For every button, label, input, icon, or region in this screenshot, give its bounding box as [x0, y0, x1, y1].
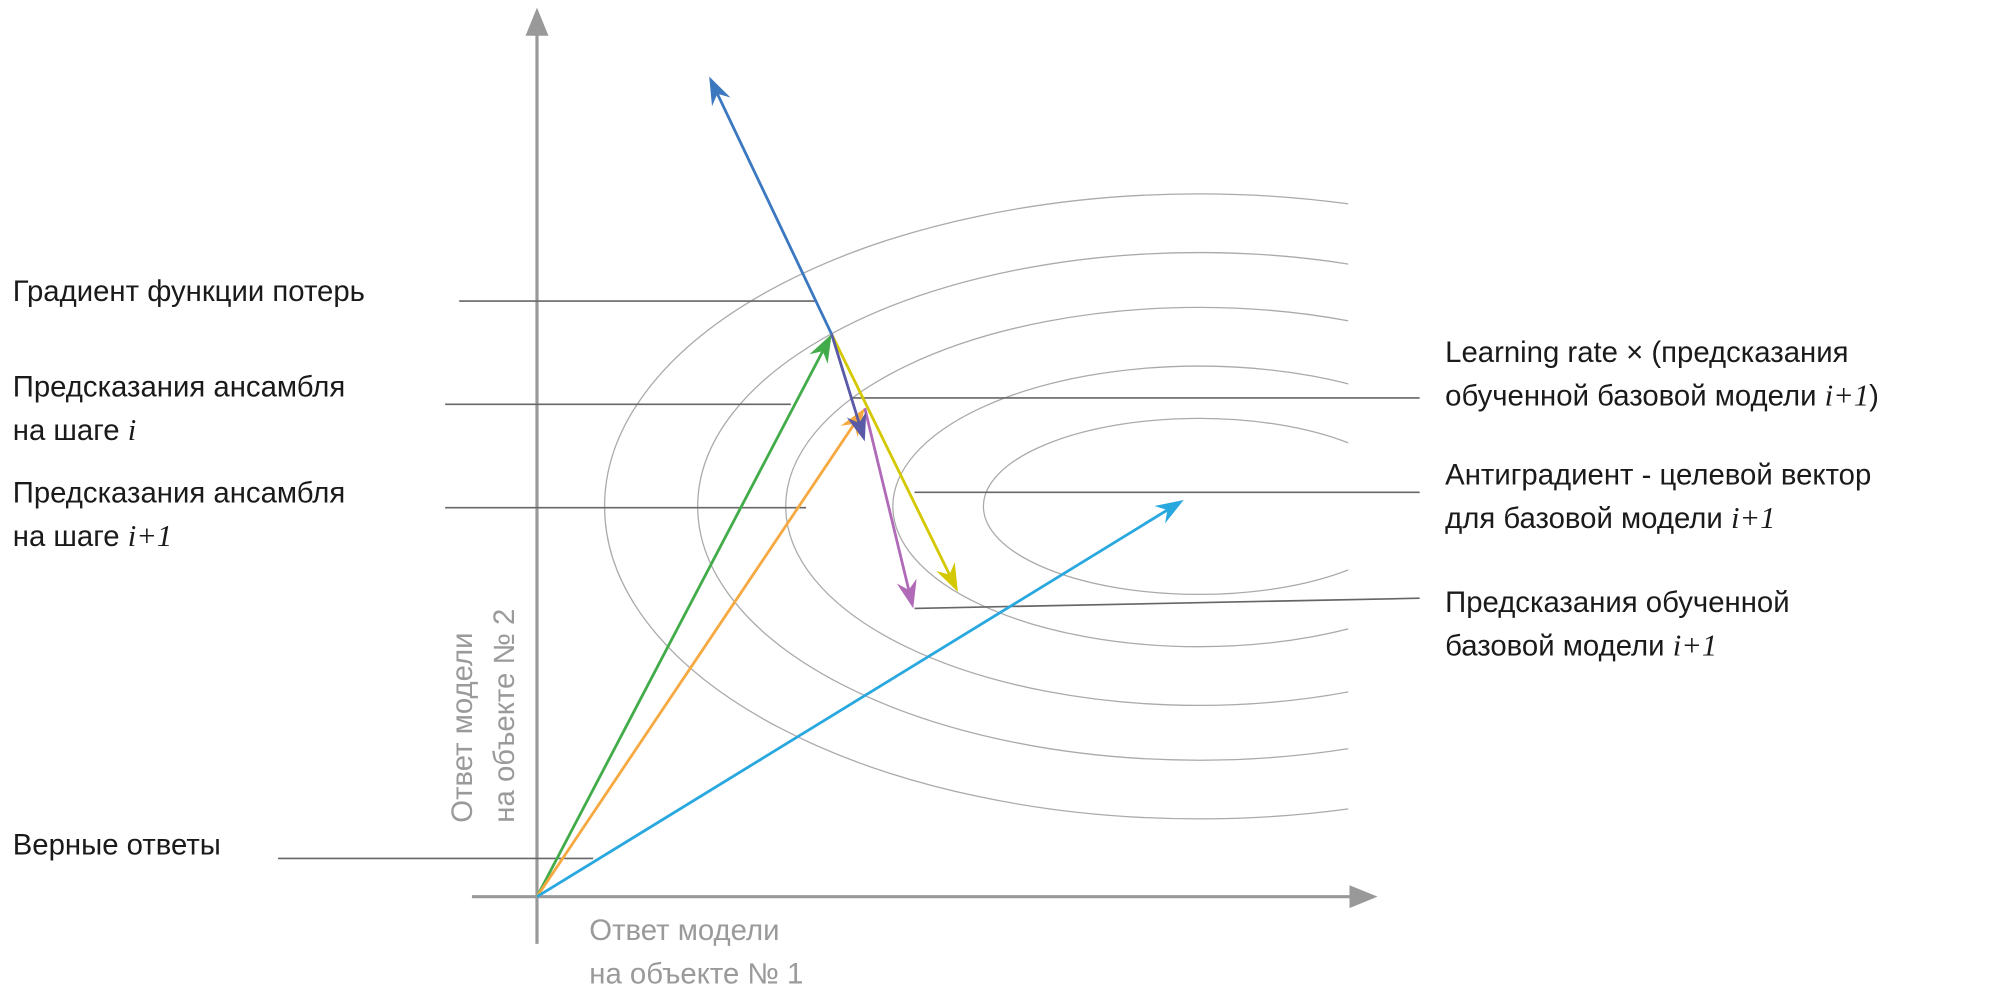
y-axis-label: Ответ модели на объекте № 2: [446, 609, 521, 823]
contour-1: [982, 417, 1349, 595]
contour-2: [892, 365, 1349, 648]
label-base-pred-line2: базовой модели i+1: [1445, 629, 1717, 663]
contour-3: [785, 306, 1349, 706]
yellow-vector-arrowhead-icon: [936, 562, 958, 592]
leader-lines: [278, 300, 1420, 860]
label-antigradient-line2: для базовой модели i+1: [1445, 501, 1775, 535]
label-ensemble-i1-line2: на шаге i+1: [13, 519, 172, 553]
label-ensemble-i1-line1: Предсказания ансамбля: [13, 477, 345, 510]
label-antigradient-line1: Антиградиент - целевой вектор: [1445, 459, 1871, 492]
yellow-vector: [830, 333, 951, 576]
leader-base-pred: [914, 597, 1420, 610]
y-axis-label-line1: Ответ модели: [446, 633, 479, 823]
base-pred-vector-arrowhead-icon: [896, 578, 917, 609]
label-gradient: Градиент функции потерь: [13, 275, 365, 308]
x-axis-arrow-icon: [1349, 885, 1378, 909]
ensemble-i-vector-arrowhead-icon: [809, 334, 832, 364]
x-axis-label-line2: на объекте № 1: [589, 957, 803, 990]
label-learning-rate-line1: Learning rate × (предсказания: [1445, 336, 1848, 369]
axes: [471, 7, 1378, 944]
vectors: [535, 76, 1184, 898]
ensemble-i1-vector: [535, 423, 856, 898]
y-axis-label-line2: на объекте № 2: [488, 609, 521, 823]
ensemble-i-vector: [535, 350, 824, 898]
label-true-answers: Верные ответы: [13, 829, 221, 862]
learning-rate-vector: [830, 333, 861, 424]
label-base-pred-line1: Предсказания обученной: [1445, 586, 1789, 619]
x-axis-label-line1: Ответ модели: [589, 914, 779, 947]
y-axis-arrow-icon: [525, 7, 549, 36]
contour-5: [604, 193, 1349, 820]
base-pred-vector: [863, 407, 911, 591]
antigradient-vector-arrowhead-icon: [1154, 500, 1184, 524]
label-learning-rate-line2: обученной базовой модели i+1): [1445, 379, 1879, 413]
antigradient-vector: [536, 508, 1169, 898]
label-ensemble-i-line1: Предсказания ансамбля: [13, 371, 345, 404]
contour-4: [697, 251, 1349, 761]
label-ensemble-i-line2: на шаге i: [13, 413, 137, 447]
loss-contours: [604, 193, 1349, 820]
gradient-vector-arrowhead-icon: [709, 76, 731, 107]
learning-rate-vector-arrowhead-icon: [846, 411, 867, 442]
gradient-vector: [716, 93, 833, 335]
